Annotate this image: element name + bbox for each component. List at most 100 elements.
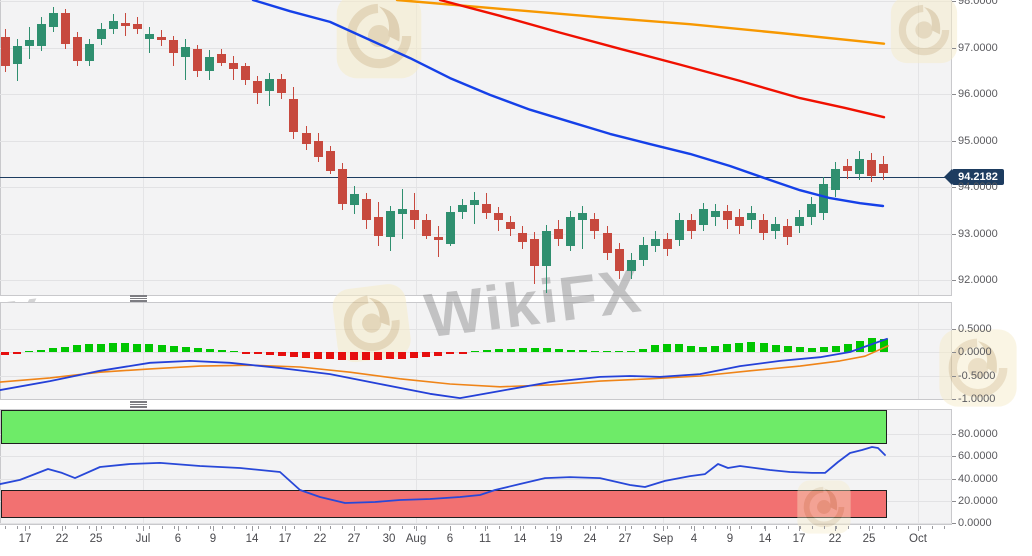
macd-histogram-bar — [855, 340, 864, 352]
x-axis-minor-tick — [5, 526, 6, 529]
x-axis-minor-tick — [582, 526, 584, 529]
y-axis-label: 60.0000 — [958, 450, 998, 463]
stoch-pane-resize-handle[interactable] — [130, 401, 147, 408]
x-axis-minor-tick — [811, 526, 813, 529]
grid-line-horizontal — [0, 140, 952, 142]
y-axis-label: 97.0000 — [958, 41, 998, 54]
x-axis-tick — [213, 526, 214, 531]
macd-histogram-bar — [819, 347, 828, 352]
x-axis-tick — [799, 526, 800, 531]
y-axis-label: 0.0000 — [958, 517, 992, 529]
x-axis-minor-tick — [366, 526, 368, 529]
x-axis-minor-tick — [306, 526, 307, 529]
x-axis-minor-tick — [486, 526, 488, 529]
macd-histogram-bar — [410, 352, 419, 358]
y-axis-tick — [952, 280, 956, 282]
x-axis-tick — [520, 526, 521, 531]
macd-histogram-bar — [795, 347, 804, 352]
candle-body — [217, 54, 227, 63]
candle-body — [458, 204, 468, 213]
x-axis-label: Sep — [652, 533, 674, 545]
candle-body — [879, 163, 889, 174]
candle-body — [313, 141, 323, 157]
grid-line-vertical — [143, 303, 144, 399]
macd-histogram-bar — [639, 349, 648, 352]
macd-histogram-bar — [181, 346, 190, 352]
macd-histogram-bar — [699, 347, 708, 352]
macd-histogram-bar — [554, 348, 563, 352]
y-axis-tick — [952, 94, 956, 96]
macd-histogram-bar — [133, 343, 142, 352]
candle-body — [337, 168, 347, 204]
macd-histogram-bar — [482, 350, 491, 352]
macd-histogram-bar — [747, 342, 756, 352]
macd-histogram-bar — [326, 352, 335, 360]
x-axis-label: Oct — [909, 533, 927, 545]
x-axis-label: 24 — [583, 533, 597, 545]
candle-body — [24, 40, 34, 47]
x-axis-tick — [625, 526, 626, 531]
macd-pane-resize-handle[interactable] — [130, 295, 147, 302]
x-axis-label: 14 — [245, 533, 259, 545]
macd-histogram-bar — [651, 345, 660, 352]
candle-body — [819, 183, 829, 214]
candle-body — [144, 34, 154, 39]
x-axis-label: 19 — [549, 533, 563, 545]
macd-histogram-bar — [350, 352, 359, 360]
x-axis-minor-tick — [895, 526, 897, 529]
overbought-zone — [1, 410, 887, 444]
x-axis-minor-tick — [113, 526, 115, 529]
x-axis-label: 17 — [18, 533, 32, 545]
macd-histogram-bar — [157, 344, 166, 352]
x-axis-minor-tick — [77, 526, 79, 529]
oversold-zone — [1, 489, 887, 518]
macd-histogram-bar — [229, 350, 238, 352]
x-axis-minor-tick — [847, 526, 849, 529]
candle-wick — [582, 206, 584, 249]
grid-line-vertical — [663, 1, 664, 295]
grid-line-horizontal — [0, 375, 952, 377]
candle-body — [867, 160, 877, 176]
macd-histogram-bar — [566, 349, 575, 352]
candle-body — [433, 236, 443, 241]
macd-histogram-bar — [13, 352, 22, 355]
candle-body — [325, 150, 335, 171]
candle-body — [470, 200, 480, 205]
x-axis-minor-tick — [185, 526, 187, 529]
macd-histogram-bar — [314, 352, 323, 359]
x-axis-minor-tick — [233, 526, 235, 529]
x-axis-minor-tick — [426, 526, 428, 529]
x-axis-minor-tick — [787, 526, 789, 529]
macd-histogram-bar — [530, 347, 539, 352]
x-axis-label: 6 — [446, 533, 454, 545]
macd-histogram-bar — [843, 343, 852, 352]
x-axis-tick — [25, 526, 26, 531]
candle-body — [445, 211, 455, 244]
x-axis-tick — [96, 526, 97, 531]
macd-histogram-bar — [145, 344, 154, 352]
candle-body — [602, 233, 612, 254]
candle-body — [783, 226, 793, 237]
x-axis-minor-tick — [342, 526, 344, 529]
macd-histogram-bar — [711, 346, 720, 352]
x-axis-minor-tick — [438, 526, 440, 529]
x-axis-label: Jul — [135, 533, 151, 545]
x-axis-minor-tick — [414, 526, 416, 529]
candle-body — [421, 220, 431, 236]
x-axis-minor-tick — [197, 526, 199, 529]
candle-body — [807, 203, 817, 217]
y-axis-tick — [952, 140, 956, 142]
x-axis-minor-tick — [594, 526, 596, 529]
x-axis-label: 14 — [758, 533, 772, 545]
macd-histogram-bar — [374, 352, 383, 360]
macd-histogram-bar — [518, 348, 527, 352]
y-axis-tick — [952, 1, 956, 3]
x-axis-tick — [869, 526, 870, 531]
candle-body — [506, 221, 516, 229]
grid-line-horizontal — [0, 523, 952, 524]
y-axis-label: 0.5000 — [958, 322, 992, 335]
candle-body — [289, 98, 299, 132]
macd-histogram-bar — [25, 350, 34, 352]
x-axis-minor-tick — [149, 526, 151, 529]
